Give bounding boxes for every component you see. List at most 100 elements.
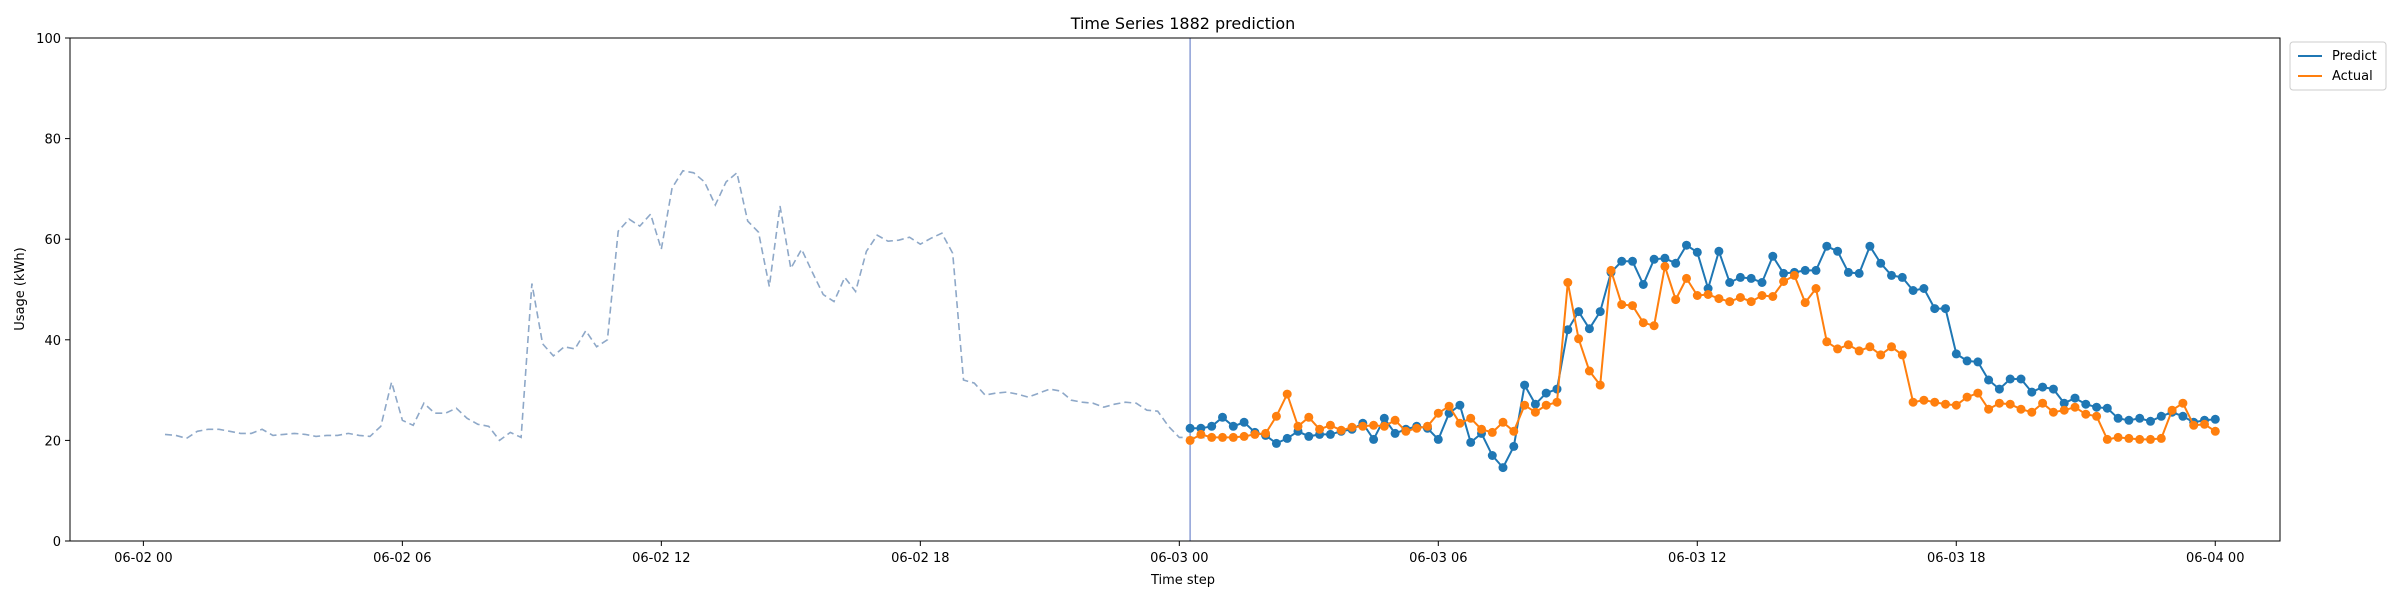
predict-point <box>1530 399 1540 409</box>
actual-point <box>1336 425 1346 435</box>
actual-point <box>1951 400 1961 410</box>
actual-point <box>1498 417 1508 427</box>
actual-point <box>1390 415 1400 425</box>
actual-point <box>1725 297 1735 307</box>
predict-point <box>1887 270 1896 280</box>
actual-series-line <box>1189 266 2216 442</box>
actual-point <box>2146 434 2155 444</box>
actual-point <box>2027 407 2037 417</box>
actual-point <box>1541 400 1551 410</box>
predict-point <box>1930 304 1940 314</box>
actual-point <box>2038 398 2048 408</box>
predict-point <box>2210 414 2220 424</box>
actual-point <box>1941 399 1950 409</box>
actual-point <box>1552 397 1562 407</box>
actual-point <box>1865 342 1875 352</box>
actual-point <box>1887 342 1896 352</box>
predict-point <box>2178 411 2188 421</box>
x-tick-label: 06-03 06 <box>1409 551 1467 566</box>
predict-point <box>2059 398 2069 408</box>
predict-point <box>1994 384 2004 394</box>
actual-point <box>1466 413 1476 423</box>
actual-point <box>2200 419 2209 429</box>
history-line <box>164 169 1223 442</box>
actual-point <box>1735 293 1745 302</box>
predict-point <box>1714 246 1724 256</box>
x-tick-label: 06-03 00 <box>1150 551 1208 566</box>
actual-point <box>2059 405 2069 415</box>
predict-point <box>1466 437 1476 447</box>
predict-point <box>1984 375 1994 385</box>
predict-point <box>2102 403 2112 413</box>
predict-point <box>1520 380 1530 390</box>
actual-point <box>1617 300 1627 310</box>
predict-point <box>1800 265 1810 275</box>
actual-point <box>2167 405 2177 415</box>
x-tick-label: 06-02 00 <box>114 551 172 566</box>
predict-point <box>1908 286 1918 295</box>
predict-point <box>1735 272 1745 282</box>
x-tick-label: 06-02 06 <box>373 551 431 566</box>
predict-point <box>1725 278 1735 287</box>
actual-point <box>1897 350 1907 360</box>
actual-point <box>1746 297 1756 307</box>
actual-point <box>1984 404 1994 414</box>
actual-point <box>2092 411 2102 421</box>
actual-point <box>1196 429 1206 439</box>
predict-point <box>1541 388 1551 398</box>
chart-title: Time Series 1882 prediction <box>1070 14 1296 33</box>
predict-point <box>1228 421 1238 431</box>
actual-point <box>1595 380 1605 390</box>
actual-point <box>1930 397 1940 407</box>
actual-point <box>2189 420 2199 430</box>
actual-point <box>1218 432 1227 442</box>
actual-point <box>1779 277 1789 286</box>
actual-point <box>1584 366 1594 376</box>
actual-point <box>1822 337 1832 347</box>
predict-point <box>1487 451 1497 460</box>
actual-point <box>1509 426 1519 436</box>
predict-point <box>1919 284 1929 293</box>
predict-point <box>2027 387 2037 397</box>
actual-point <box>1347 422 1357 432</box>
predict-point <box>1768 251 1778 261</box>
y-tick-label: 80 <box>44 133 61 148</box>
predict-point <box>1671 258 1681 268</box>
actual-point <box>1757 291 1767 300</box>
predict-point <box>1282 433 1292 443</box>
actual-point <box>1444 401 1454 411</box>
x-tick-label: 06-03 18 <box>1927 551 1985 566</box>
y-tick-label: 20 <box>44 434 61 449</box>
actual-point <box>2178 398 2188 408</box>
predict-point <box>1218 412 1227 422</box>
predict-point <box>1962 356 1972 366</box>
predict-point <box>1185 423 1195 433</box>
actual-point <box>2156 433 2166 443</box>
predict-point <box>2113 413 2123 423</box>
predict-point <box>2156 411 2166 421</box>
predict-point <box>1811 265 1821 275</box>
actual-point <box>1282 389 1292 399</box>
predict-point <box>2081 399 2091 409</box>
actual-point <box>1703 290 1713 299</box>
actual-point <box>2016 404 2026 414</box>
actual-point <box>1315 424 1325 434</box>
x-tick-label: 06-04 00 <box>2186 551 2244 566</box>
actual-point <box>1293 421 1303 431</box>
y-axis-label: Usage (kWh) <box>13 247 28 330</box>
predict-point <box>1207 421 1217 431</box>
actual-point <box>1671 295 1681 305</box>
actual-point <box>1768 292 1778 301</box>
x-axis-label: Time step <box>1150 573 1215 588</box>
actual-point <box>2102 434 2112 444</box>
y-tick-label: 0 <box>53 535 61 550</box>
legend-actual-label: Actual <box>2332 69 2373 84</box>
predict-point <box>1692 247 1702 257</box>
actual-point <box>2124 433 2134 443</box>
actual-point <box>1433 408 1443 418</box>
legend: Predict Actual <box>2289 41 2387 91</box>
actual-point <box>1606 265 1616 275</box>
predict-point <box>2124 415 2134 425</box>
plot-frame <box>69 37 2281 542</box>
predict-point <box>1304 431 1314 441</box>
